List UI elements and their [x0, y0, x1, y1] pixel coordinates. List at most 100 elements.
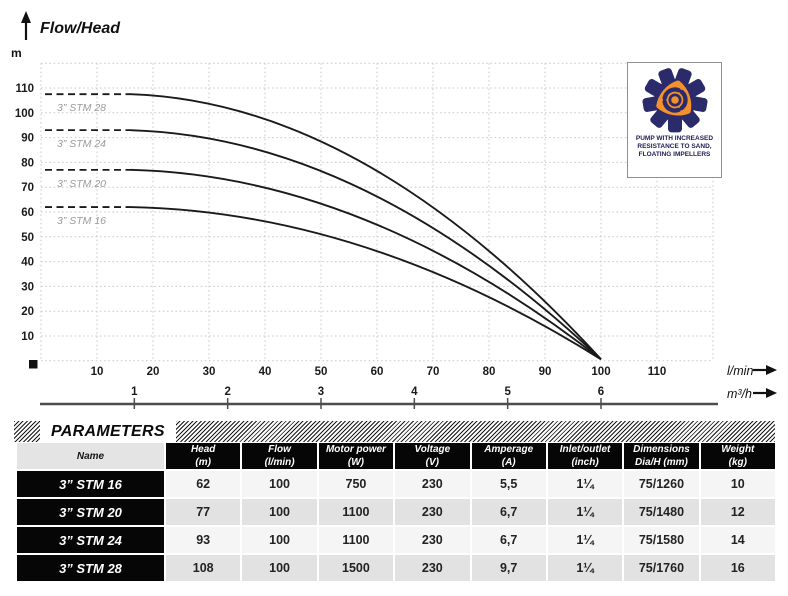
param-value-cell: 230 [395, 527, 470, 553]
x-axis-unit-m3h: m³/h [727, 387, 752, 401]
x-tick-label-lmin: 50 [315, 366, 328, 378]
x-tick-label-lmin: 90 [539, 366, 552, 378]
param-value-cell: 230 [395, 555, 470, 581]
param-value-cell: 1¼ [547, 527, 623, 553]
y-tick-label: 30 [21, 281, 34, 293]
parameters-section-band: PARAMETERS [14, 421, 775, 442]
col-header-label: Amperage [484, 444, 534, 455]
curve-label: 3” STM 16 [57, 215, 106, 227]
param-value-cell: 5,5 [471, 471, 546, 497]
x-axis-unit-lmin: l/min [727, 364, 753, 378]
param-value-cell: 100 [242, 471, 317, 497]
curve-label: 3” STM 20 [57, 178, 106, 190]
param-value-cell: 93 [166, 527, 241, 553]
lmin-axis-arrow-right [753, 365, 777, 375]
y-tick-label: 50 [21, 232, 34, 244]
x-tick-label-m3h: 5 [504, 386, 511, 398]
pump-name-cell: 3” STM 20 [17, 499, 164, 525]
param-value-cell: 1¼ [547, 555, 623, 581]
param-col-header: Head (m) [166, 443, 241, 469]
col-header-unit: (inch) [571, 457, 599, 468]
param-value-cell: 230 [395, 471, 470, 497]
y-tick-label: 20 [21, 306, 34, 318]
param-value-cell: 14 [700, 527, 775, 553]
param-value-cell: 12 [700, 499, 775, 525]
pump-name-cell: 3” STM 28 [17, 555, 164, 581]
param-value-cell: 77 [166, 499, 241, 525]
parameters-section-title: PARAMETERS [51, 422, 165, 440]
pump-curve [130, 129, 602, 361]
col-header-label: Motor power [325, 444, 386, 455]
param-value-cell: 10 [700, 471, 775, 497]
parameters-table: Name Head (m) Flow (l/min) Motor power (W) Volt… [17, 443, 775, 581]
col-header-unit: (kg) [728, 457, 747, 468]
col-header-unit: (W) [347, 457, 364, 468]
x-tick-label-m3h: 1 [131, 386, 138, 398]
badge-caption: PUMP WITH INCREASED RESISTANCE TO SAND, … [628, 135, 721, 158]
curve-label: 3” STM 28 [57, 102, 106, 114]
badge-caption-line: FLOATING IMPELLERS [638, 150, 711, 158]
param-col-header: Inlet/outlet (inch) [547, 443, 623, 469]
param-col-header: Amperage (A) [471, 443, 546, 469]
col-header-label: Weight [721, 444, 755, 455]
x-tick-label-lmin: 40 [259, 366, 272, 378]
y-tick-label: 80 [21, 157, 34, 169]
x-tick-label-lmin: 70 [427, 366, 440, 378]
param-value-cell: 1100 [318, 499, 394, 525]
y-tick-label: 40 [21, 257, 34, 269]
param-value-cell: 108 [166, 555, 241, 581]
pump-name-cell: 3” STM 24 [17, 527, 164, 553]
param-value-cell: 75/1260 [624, 471, 699, 497]
flow-head-axis-arrow-up [21, 11, 31, 40]
pump-name-cell: 3” STM 16 [17, 471, 164, 497]
pump-curve [130, 206, 602, 361]
y-axis-unit: m [11, 46, 22, 60]
parameters-label-box: PARAMETERS [40, 421, 176, 442]
x-tick-label-m3h: 3 [318, 386, 324, 398]
param-value-cell: 62 [166, 471, 241, 497]
col-header-unit: (V) [425, 457, 439, 468]
pump-curve [130, 93, 602, 360]
col-header-label: Inlet/outlet [559, 444, 611, 455]
flow-head-chart: Flow/Head m l/min m³/h 10 20 30 40 50 60 70 80 9… [11, 11, 777, 409]
x-tick-label-lmin: 60 [371, 366, 384, 378]
param-value-cell: 75/1580 [624, 527, 699, 553]
param-col-header: Flow (l/min) [242, 443, 317, 469]
col-header-unit: (A) [501, 457, 516, 468]
param-col-header: Weight (kg) [700, 443, 775, 469]
col-header-unit: (l/min) [264, 457, 295, 468]
y-tick-label: 60 [21, 207, 34, 219]
param-col-header: Motor power (W) [318, 443, 394, 469]
col-header-unit: Dia/H (mm) [635, 457, 688, 468]
m3h-axis-arrow-right [753, 388, 777, 398]
param-col-header: Dimensions Dia/H (mm) [624, 443, 699, 469]
x-tick-label-lmin: 80 [483, 366, 496, 378]
col-header-unit: (m) [195, 457, 211, 468]
pump-curve [130, 168, 602, 361]
col-header-label: Name [76, 450, 105, 462]
curve-label: 3” STM 24 [57, 138, 106, 150]
param-value-cell: 1¼ [547, 499, 623, 525]
param-value-cell: 9,7 [471, 555, 546, 581]
param-value-cell: 230 [395, 499, 470, 525]
param-value-cell: 16 [700, 555, 775, 581]
origin-marker [29, 360, 38, 369]
col-header-label: Dimensions [633, 444, 690, 455]
x-tick-label-lmin: 100 [591, 366, 610, 378]
col-header-label: Head [190, 444, 216, 455]
badge-caption-line: RESISTANCE TO SAND, [637, 142, 712, 150]
sand-resistance-badge: PUMP WITH INCREASED RESISTANCE TO SAND, … [627, 62, 722, 178]
y-tick-label: 110 [15, 83, 34, 95]
col-header-label: Flow [268, 444, 291, 455]
param-value-cell: 6,7 [471, 527, 546, 553]
param-value-cell: 1500 [318, 555, 394, 581]
param-value-cell: 1100 [318, 527, 394, 553]
y-tick-label: 90 [21, 133, 34, 145]
chart-grid [40, 62, 714, 362]
col-header-label: Voltage [414, 444, 451, 455]
x-tick-label-lmin: 10 [91, 366, 104, 378]
y-tick-label: 70 [21, 182, 34, 194]
x-tick-label-lmin: 110 [648, 366, 667, 378]
param-value-cell: 100 [242, 499, 317, 525]
